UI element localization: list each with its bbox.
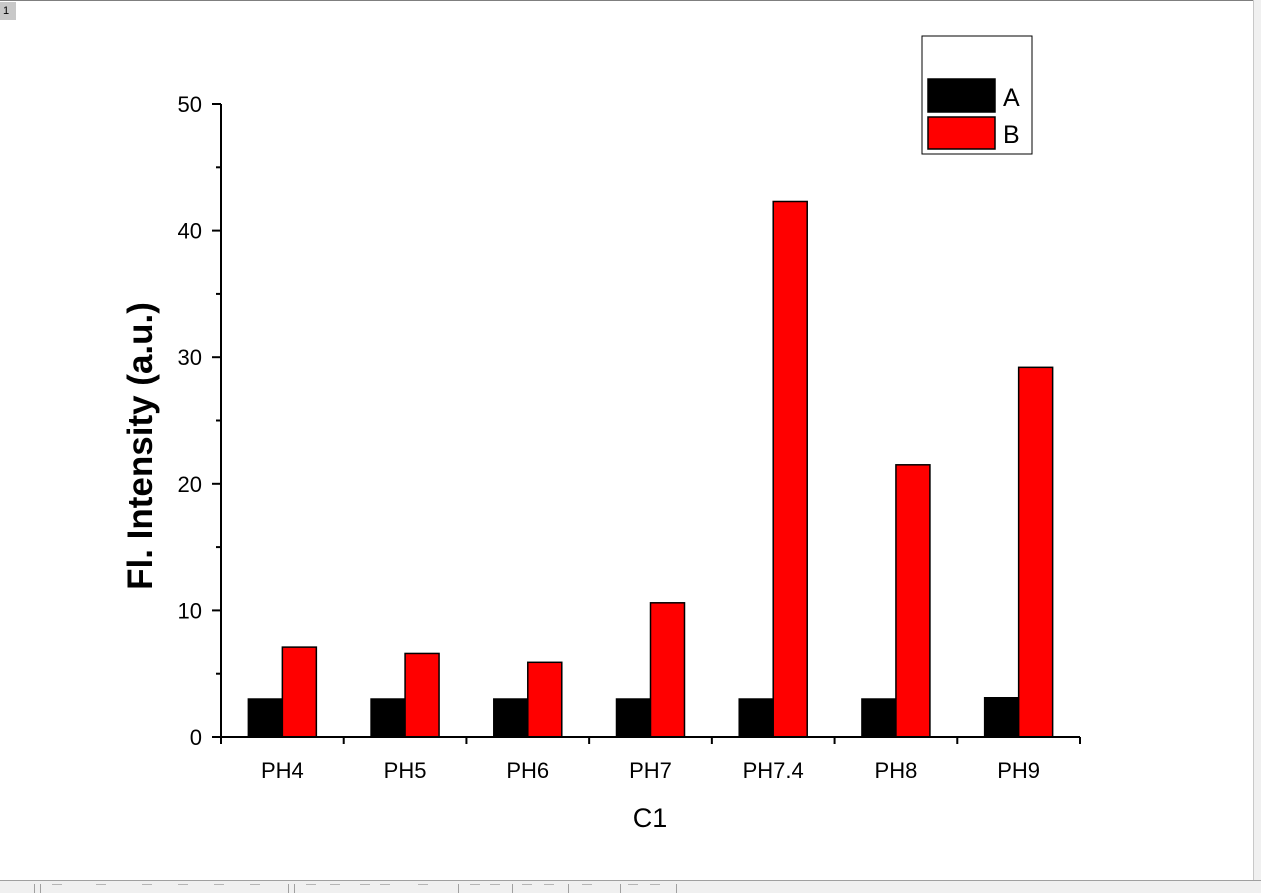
toolbar-button[interactable]	[250, 884, 260, 892]
bar-b-ph7	[649, 602, 686, 738]
x-tick-label: PH5	[384, 758, 427, 783]
legend-swatch-b	[927, 116, 996, 150]
bar-b-ph6	[527, 661, 563, 738]
y-ticks: 0 10 20 30 40 50	[178, 92, 221, 750]
bottom-toolbar	[0, 880, 1261, 893]
bar-a-ph9	[983, 697, 1020, 738]
y-tick-label: 0	[190, 725, 202, 750]
toolbar-separator	[568, 884, 569, 893]
y-tick-label: 50	[178, 92, 202, 117]
bar-a-ph4	[247, 698, 284, 738]
bar-a-ph6	[493, 698, 529, 738]
toolbar-separator	[34, 884, 35, 893]
bar-a-ph5	[370, 698, 406, 738]
y-axis-label: Fl. Intensity (a.u.)	[121, 302, 160, 590]
legend: A B	[921, 35, 1033, 155]
toolbar-separator	[294, 884, 295, 893]
y-tick-label: 30	[178, 345, 202, 370]
legend-label-a: A	[1003, 84, 1020, 112]
x-axis-label: C1	[633, 803, 668, 833]
toolbar-button[interactable]	[650, 884, 660, 892]
y-tick-label: 20	[178, 472, 202, 497]
toolbar-button[interactable]	[306, 884, 316, 892]
legend-swatch-a	[927, 78, 996, 113]
x-tick-label: PH4	[261, 758, 304, 783]
x-tick-label: PH6	[506, 758, 549, 783]
bar-b-ph7-4	[772, 200, 808, 738]
toolbar-separator	[620, 884, 621, 893]
toolbar-separator	[512, 884, 513, 893]
toolbar-button[interactable]	[544, 884, 554, 892]
right-scroll-edge[interactable]	[1253, 0, 1261, 893]
x-tick-label: PH7.4	[743, 758, 804, 783]
toolbar-button[interactable]	[214, 884, 224, 892]
bar-chart: 0 10 20 30 40 50 PH4 PH5 PH6 PH7 PH7.4 PH8 PH9 Fl. …	[121, 35, 1081, 833]
toolbar-button[interactable]	[380, 884, 390, 892]
toolbar-button[interactable]	[522, 884, 532, 892]
toolbar-button[interactable]	[582, 884, 592, 892]
toolbar-button[interactable]	[142, 884, 152, 892]
x-ticks: PH4 PH5 PH6 PH7 PH7.4 PH8 PH9	[220, 737, 1081, 783]
bar-a-ph7	[615, 698, 652, 738]
bar-b-ph9	[1017, 366, 1054, 738]
toolbar-separator	[676, 884, 677, 893]
toolbar-button[interactable]	[490, 884, 500, 892]
page-tab[interactable]: 1	[0, 2, 16, 20]
toolbar-button[interactable]	[628, 884, 638, 892]
bar-b-ph4	[281, 646, 318, 738]
toolbar-button[interactable]	[470, 884, 480, 892]
window-top-border	[0, 0, 1261, 1]
x-tick-label: PH7	[629, 758, 672, 783]
bar-a-ph7-4	[738, 698, 774, 738]
toolbar-button[interactable]	[52, 884, 62, 892]
toolbar-button[interactable]	[330, 884, 340, 892]
bar-b-ph8	[895, 464, 931, 738]
bar-group	[247, 200, 1054, 738]
x-tick-label: PH8	[875, 758, 918, 783]
y-tick-label: 40	[178, 219, 202, 244]
toolbar-separator	[40, 884, 41, 893]
toolbar-separator	[458, 884, 459, 893]
toolbar-button[interactable]	[360, 884, 370, 892]
toolbar-button[interactable]	[418, 884, 428, 892]
y-tick-label: 10	[178, 598, 202, 623]
toolbar-button[interactable]	[178, 884, 188, 892]
toolbar-separator	[288, 884, 289, 893]
legend-label-b: B	[1003, 121, 1020, 149]
bar-a-ph8	[861, 698, 897, 738]
bar-b-ph5	[404, 652, 440, 738]
x-tick-label: PH9	[997, 758, 1040, 783]
toolbar-button[interactable]	[96, 884, 106, 892]
